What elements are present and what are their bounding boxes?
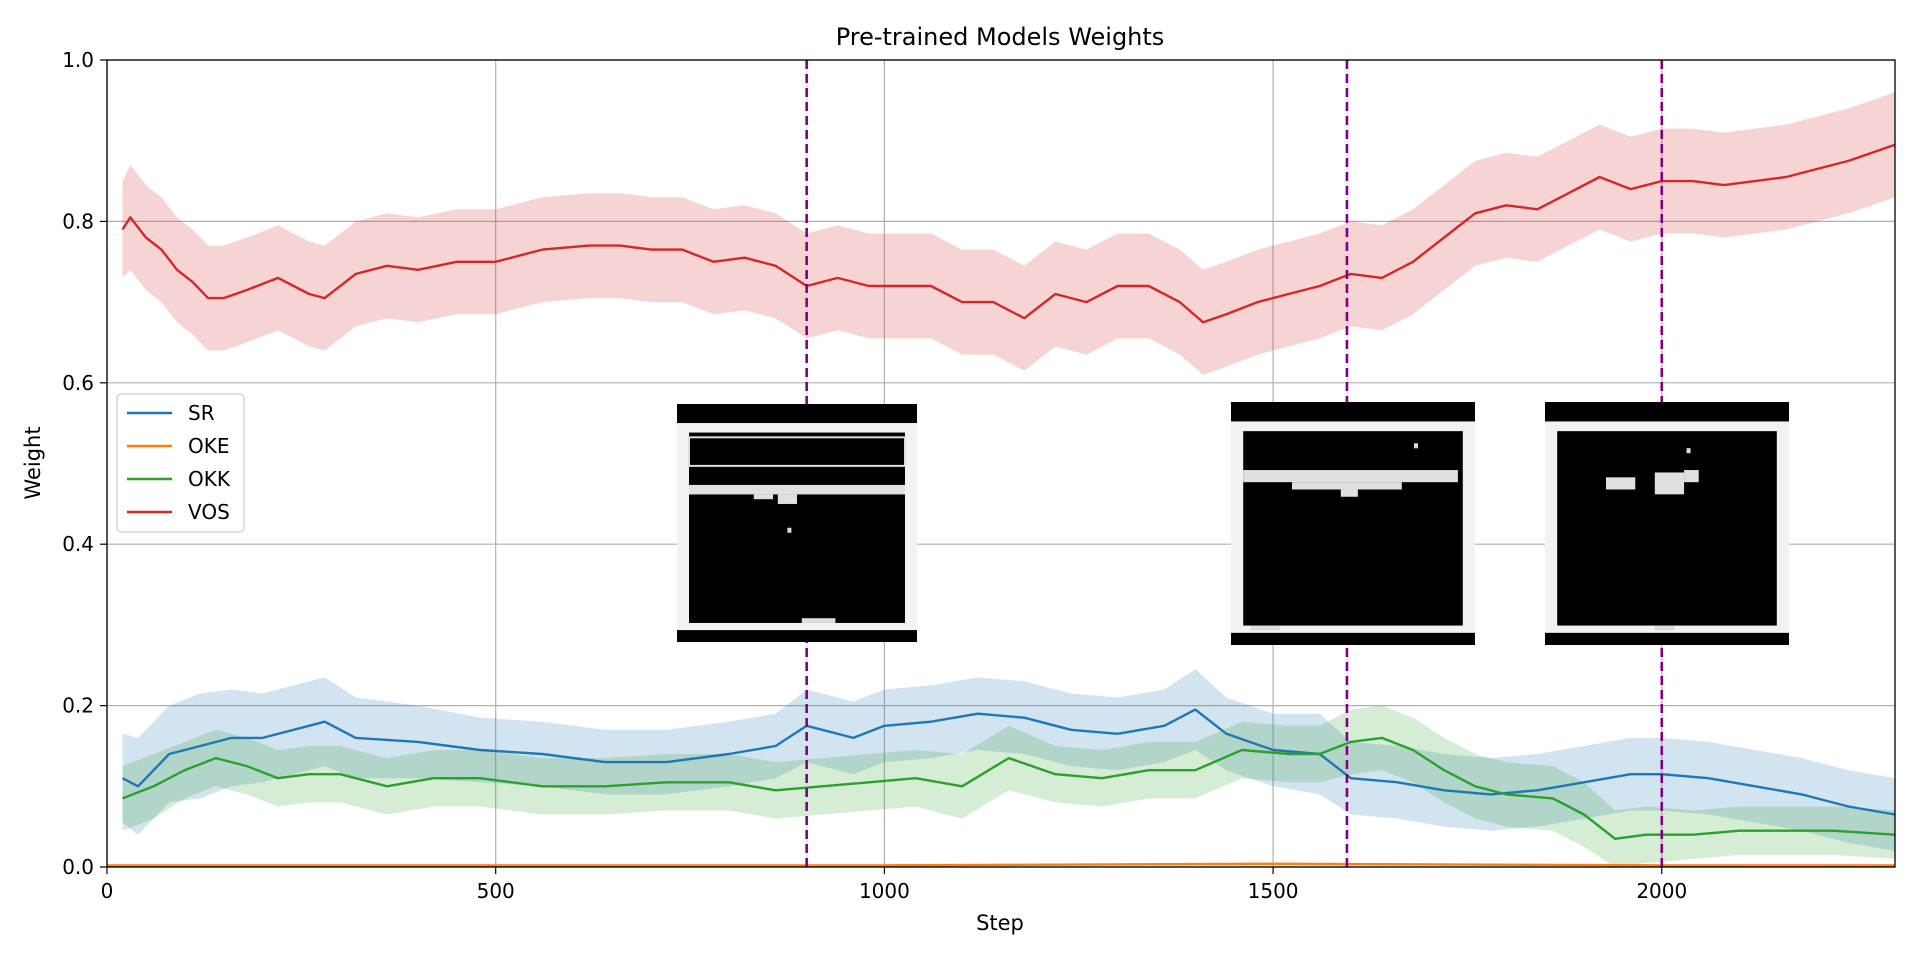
y-tick-label-3: 0.6 [62, 371, 94, 395]
y-tick-label-1: 0.2 [62, 694, 94, 718]
game-frame-playfield [1557, 431, 1777, 626]
game-frame-playfield [1243, 431, 1463, 626]
game-frame-0: 0 4 3 5 1 [677, 404, 917, 642]
plot-frame [106, 59, 1896, 868]
game-frame-header [1231, 402, 1475, 422]
game-frame-bricks [1606, 477, 1636, 490]
x-tick-label-1: 500 [477, 879, 515, 903]
game-frame-paddle [1250, 625, 1280, 631]
game-frame-bricks [688, 436, 906, 467]
legend-label-sr: SR [188, 401, 215, 425]
y-axis-label: Weight [21, 426, 45, 499]
chart-title: Pre-trained Models Weights [836, 23, 1165, 51]
game-frame-bricks [1243, 470, 1458, 483]
y-tick-label-0: 0.0 [62, 855, 94, 879]
legend: SR OKE OKK VOS [116, 393, 245, 533]
oke-line [107, 862, 1895, 867]
y-tick-label-2: 0.4 [62, 532, 94, 556]
game-frame-ball [1686, 448, 1691, 454]
legend-label-okk: OKK [188, 467, 231, 491]
game-frame-bricks [689, 484, 905, 495]
game-frame-bricks [1340, 489, 1358, 497]
x-tick-label-4: 2000 [1636, 879, 1687, 903]
axis-ticks: 0 500 1000 1500 2000 0.0 0.2 0.4 0.6 0.8 1.0 [62, 48, 1687, 903]
game-frame-bottom [677, 630, 917, 642]
y-tick-label-4: 0.8 [62, 209, 94, 233]
marker-lines [805, 60, 1664, 867]
game-frame-bricks [1292, 482, 1402, 490]
game-frame-ball [787, 527, 792, 533]
game-frame-bricks [753, 494, 773, 500]
game-frame-bottom [1231, 632, 1475, 645]
x-tick-label-2: 1000 [859, 879, 910, 903]
vos-band [122, 92, 1895, 375]
x-tick-label-0: 0 [101, 879, 114, 903]
legend-label-oke: OKE [188, 434, 230, 458]
legend-box [116, 393, 245, 533]
game-frame-1: 1 9 3 4 1 [1231, 402, 1475, 645]
game-frame-header [677, 404, 917, 424]
y-tick-label-5: 1.0 [62, 48, 94, 72]
game-frame-ball [1414, 443, 1418, 449]
x-tick-label-3: 1500 [1248, 879, 1299, 903]
game-frame-header [1545, 402, 1789, 422]
game-frame-insets: 0 4 3 5 1 1 9 3 4 1 3 4 9 3 1 [677, 402, 1789, 645]
game-frame-paddle [1654, 625, 1675, 631]
okk-band [122, 705, 1895, 867]
sr-band [122, 669, 1895, 851]
series-lines [107, 143, 1896, 867]
game-frame-score: 3 4 9 3 1 [1635, 407, 1698, 422]
game-frame-bricks [777, 494, 797, 504]
game-frame-score: 0 4 3 5 1 [765, 408, 828, 423]
x-axis-label: Step [976, 911, 1024, 935]
legend-label-vos: VOS [188, 500, 230, 524]
game-frame-bricks [1684, 470, 1699, 483]
game-frame-bottom [1545, 632, 1789, 645]
sr-line [121, 708, 1896, 816]
vos-line [121, 143, 1896, 324]
game-frame-2: 3 4 9 3 1 [1545, 402, 1789, 645]
game-frame-bricks [1654, 472, 1685, 495]
game-frame-score: 1 9 3 4 1 [1321, 407, 1384, 422]
okk-line [122, 736, 1896, 840]
game-frame-paddle [801, 618, 836, 623]
